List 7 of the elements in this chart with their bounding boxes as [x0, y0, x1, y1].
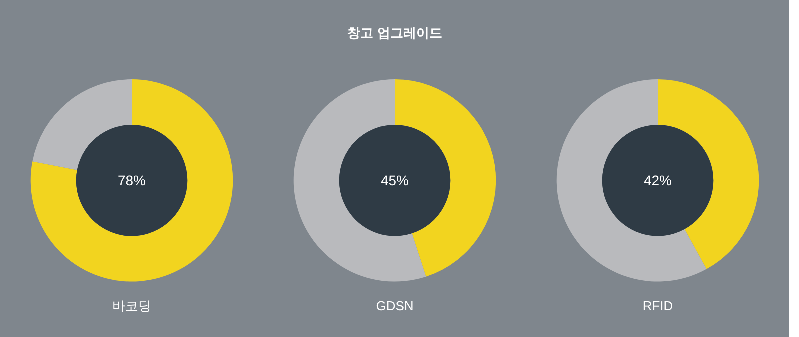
text: GDSN — [376, 298, 414, 314]
text: RFID — [642, 298, 674, 314]
data-label: 42% — [644, 172, 672, 189]
data-label: 45% — [380, 172, 410, 189]
chart-title: 창고 업그레이드 — [348, 25, 442, 40]
data-label: 78% — [118, 172, 146, 189]
text: 바코딩 — [112, 298, 152, 314]
